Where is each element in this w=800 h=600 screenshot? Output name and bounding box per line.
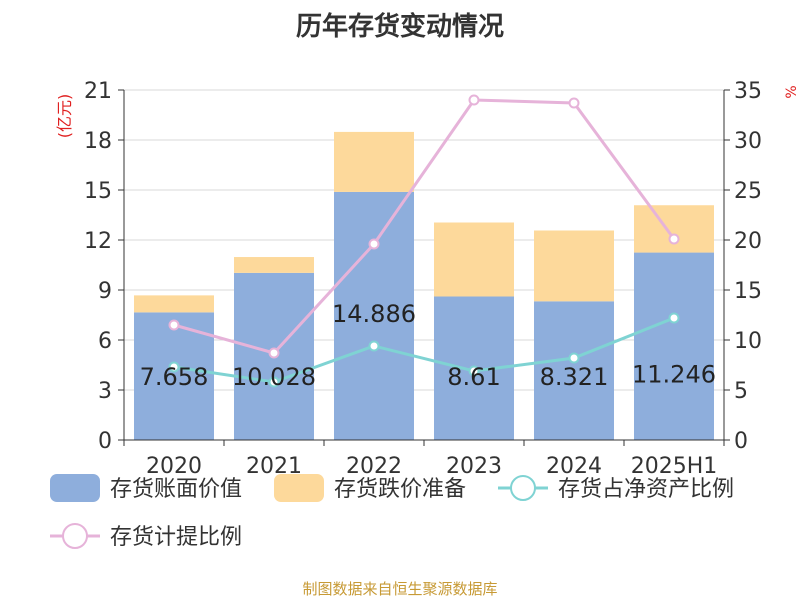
bar-impairment-provision (634, 205, 714, 253)
left-tick-label: 12 (84, 229, 112, 254)
bar-impairment-provision (334, 131, 414, 192)
bar-impairment-provision (134, 295, 214, 313)
bar-book-value (534, 301, 614, 440)
bar-data-label: 8.61 (447, 363, 500, 391)
line-point (468, 94, 480, 106)
legend-label: 存货占净资产比例 (558, 477, 734, 502)
legend-swatch-book-value (50, 474, 100, 502)
bar-data-label: 8.321 (540, 363, 609, 391)
left-tick-label: 21 (84, 79, 112, 104)
right-tick-label: 30 (734, 129, 762, 154)
line-point (368, 238, 380, 250)
bar-book-value (634, 252, 714, 440)
right-tick-label: 10 (734, 329, 762, 354)
line-point (468, 365, 480, 377)
right-tick-label: 35 (734, 79, 762, 104)
line-point (368, 340, 380, 352)
x-tick-label: 2023 (446, 454, 502, 479)
line-point (168, 361, 180, 373)
left-axis-unit: (亿元) (55, 94, 74, 139)
bar-book-value (334, 191, 414, 440)
left-tick-label: 15 (84, 179, 112, 204)
legend-swatch-provision-ratio-marker (62, 523, 88, 549)
bar-data-label: 10.028 (232, 363, 316, 391)
left-tick-label: 3 (98, 379, 112, 404)
x-tick-label: 2024 (546, 454, 602, 479)
legend-label: 存货账面价值 (110, 477, 242, 502)
line-point (568, 352, 580, 364)
bar-impairment-provision (234, 257, 314, 273)
bar-impairment-provision (534, 230, 614, 302)
x-tick-label: 2022 (346, 454, 402, 479)
legend-swatch-impairment (274, 474, 324, 502)
right-tick-label: 15 (734, 279, 762, 304)
legend-label: 存货计提比例 (110, 525, 242, 550)
legend-label: 存货跌价准备 (334, 477, 466, 502)
left-tick-label: 0 (98, 429, 112, 454)
source-note: 制图数据来自恒生聚源数据库 (302, 580, 498, 598)
line-point (268, 347, 280, 359)
line-series (173, 98, 676, 355)
legend-swatch-net-asset-ratio-marker (510, 475, 536, 501)
right-tick-label: 0 (734, 429, 748, 454)
line-point (668, 233, 680, 245)
x-tick-label: 2020 (146, 454, 202, 479)
chart-title: 历年存货变动情况 (295, 12, 504, 42)
bar-impairment-provision (434, 222, 514, 297)
bar-data-label: 14.886 (332, 300, 416, 328)
bar-data-label: 7.658 (140, 363, 209, 391)
left-tick-label: 9 (98, 279, 112, 304)
x-tick-label: 2025H1 (631, 454, 718, 479)
right-tick-label: 25 (734, 179, 762, 204)
bar-data-label: 11.246 (632, 361, 716, 389)
line-point (268, 376, 280, 388)
line-point (668, 312, 680, 324)
line-point (168, 319, 180, 331)
line-series (173, 316, 675, 384)
line-point (568, 97, 580, 109)
right-tick-label: 5 (734, 379, 748, 404)
right-tick-label: 20 (734, 229, 762, 254)
left-tick-label: 18 (84, 129, 112, 154)
left-tick-label: 6 (98, 329, 112, 354)
right-axis-unit: % (784, 85, 800, 98)
